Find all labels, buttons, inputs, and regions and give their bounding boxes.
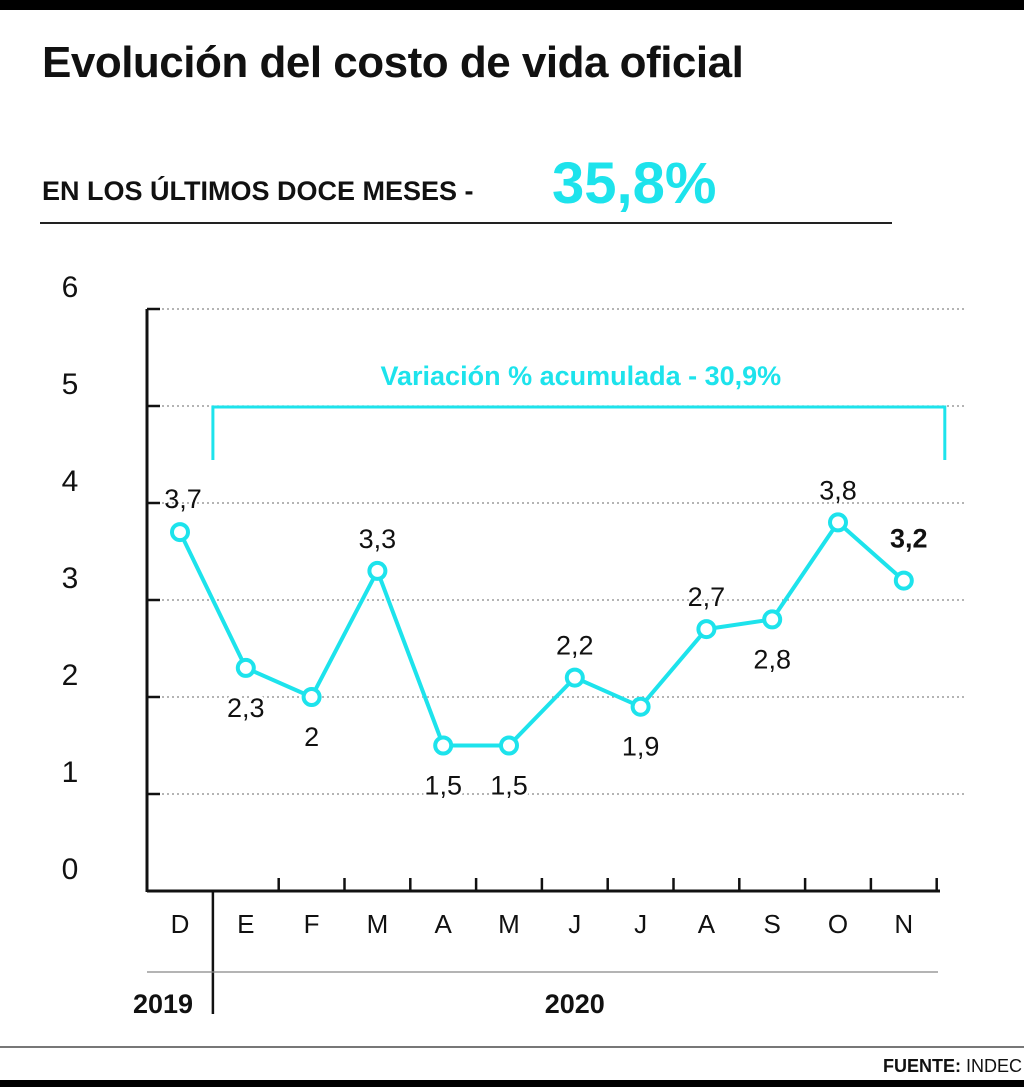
header-rule [40,222,892,224]
data-point [828,512,848,533]
data-point [367,560,388,581]
x-tick-label: J [568,909,581,939]
bottom-bar [0,1080,1024,1087]
data-label-halo: 2 [304,722,319,752]
data-label: 3,8 [819,475,857,505]
data-point [564,667,585,688]
y-tick-label: 0 [62,853,79,886]
data-label-halo: 1,9 [622,732,660,762]
data-label-halo: 1,5 [490,771,528,801]
x-tick-label: A [698,909,716,939]
chart-subtitle: EN LOS ÚLTIMOS DOCE MESES - [42,176,474,206]
series-line [178,520,906,748]
source-label: FUENTE: [882,1056,961,1076]
headline-value: 35,8% [552,151,717,216]
data-label: 1,9 [622,732,660,762]
y-tick-label: 6 [62,271,79,304]
year-label: 2020 [545,989,605,1019]
x-tick-label: M [367,909,389,939]
data-label: 2 [304,722,319,752]
data-label: 2,7 [688,582,726,612]
data-label-halo: 1,5 [424,771,462,801]
data-point [301,687,322,707]
data-label-halo: 2,8 [753,644,791,674]
data-label: 1,5 [490,771,528,801]
x-tick-label: S [764,909,781,939]
chart-title: Evolución del costo de vida oficial [42,38,744,87]
data-label: 2,3 [227,693,265,723]
accumulated-bracket [211,405,947,460]
x-tick-label: O [828,909,848,939]
x-tick-label: D [171,909,190,939]
data-label: 3,3 [359,524,397,554]
x-tick-label: N [894,909,913,939]
data-point [433,735,454,756]
data-label: 1,5 [424,771,462,801]
top-bar [0,0,1024,10]
source-note: FUENTE: INDEC [883,1056,1022,1077]
annotation-text: Variación % acumulada - 30,9% [381,361,782,391]
x-tick-label: A [435,909,453,939]
source-name: INDEC [965,1056,1022,1076]
year-label: 2019 [133,989,193,1019]
footer-divider [0,1046,1024,1048]
data-label: 3,2 [890,524,928,554]
y-tick-label: 3 [62,562,79,595]
line-chart: 0 1 2 3 4 5 6 D E F M A M J J A S O N 2019 2020 Variación % a… [62,271,966,1019]
y-tick-label: 1 [62,756,79,789]
data-point [696,619,717,640]
data-point [630,696,651,717]
x-tick-label: J [634,909,647,939]
data-point [762,609,783,630]
y-tick-label: 2 [62,659,79,692]
y-tick-label: 5 [62,368,79,401]
data-label: 2,2 [556,631,594,661]
data-point [235,657,256,678]
data-point [170,522,190,543]
data-label-halo: 2,3 [227,693,265,723]
data-point [893,570,914,591]
x-tick-label: M [498,909,520,939]
x-tick-label: E [237,909,254,939]
data-label: 3,7 [164,484,202,514]
y-tick-label: 4 [62,465,79,498]
data-point [499,735,519,756]
x-tick-label: F [304,909,320,939]
data-label: 2,8 [753,644,791,674]
